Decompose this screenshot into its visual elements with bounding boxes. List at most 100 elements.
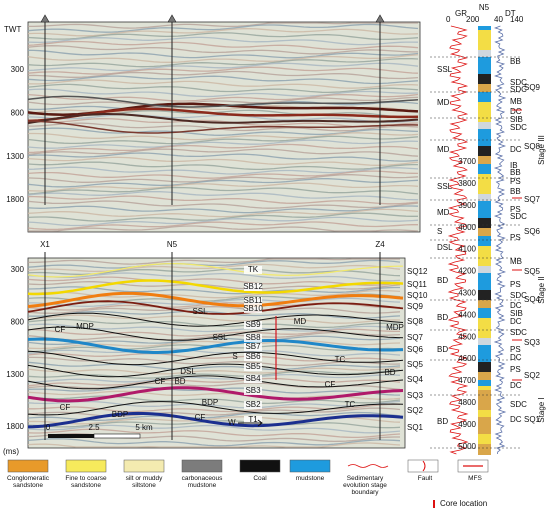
seismic-reflector <box>27 28 419 37</box>
facies-label: DC <box>510 301 522 310</box>
seismic-reflector <box>27 66 419 75</box>
lithology-block <box>478 92 491 98</box>
horizon-label-box <box>244 416 262 424</box>
legend-swatch <box>181 459 223 473</box>
y-tick-label: 800 <box>11 108 25 117</box>
seismic-reflector <box>27 62 419 72</box>
seismic-reflector <box>27 395 401 405</box>
horizon-label: SB3 <box>245 386 261 395</box>
depth-label: 4700 <box>458 376 476 385</box>
well-label: X1 <box>40 240 50 249</box>
seismic-reflector <box>27 40 419 51</box>
seismic-reflector <box>28 132 419 141</box>
lithology-block <box>478 218 491 228</box>
seismic-reflector <box>28 258 400 265</box>
lithology-block <box>478 194 491 201</box>
seismic-reflector <box>27 212 418 222</box>
lithology-block <box>478 452 491 455</box>
seismic-reflector <box>28 297 401 307</box>
facies-label: PS <box>510 205 521 214</box>
sequence-label: SQ2 <box>524 371 541 380</box>
facies-label: DC <box>510 353 522 362</box>
depth-label: 4500 <box>458 332 476 341</box>
lithology-block <box>478 422 491 434</box>
seismic-reflector <box>27 23 419 33</box>
horizon <box>27 350 404 366</box>
seismic-reflector <box>27 96 419 106</box>
sequence-label: SQ8 <box>524 142 541 151</box>
horizon-label-box <box>244 266 262 274</box>
facies-label: BDP <box>112 410 128 419</box>
facies-label: SDC <box>510 123 527 132</box>
facies-label: DC <box>510 415 522 424</box>
horizon-label: SB7 <box>245 342 261 351</box>
facies-label: SDC <box>510 85 527 94</box>
facies-label: SSL <box>192 307 208 316</box>
horizon-label-box <box>244 305 262 313</box>
horizon <box>27 326 404 341</box>
curve-scale: 140 <box>510 15 524 24</box>
depth-label: 3900 <box>458 201 476 210</box>
seismic-reflector <box>27 335 401 346</box>
sequence-label: SQ4 <box>407 375 424 384</box>
facies-label: CF <box>55 325 66 334</box>
facies-label: MD <box>437 98 450 107</box>
seismic-reflector <box>27 373 401 383</box>
facies-label: DC <box>510 317 522 326</box>
lithology-block <box>478 329 491 338</box>
well-symbol <box>375 14 385 23</box>
lithology-block <box>478 174 491 185</box>
horizon <box>27 375 404 390</box>
facies-label: DSL <box>437 243 453 252</box>
depth-label: 4300 <box>458 289 476 298</box>
lithology-block <box>478 318 491 329</box>
sequence-label: SQ10 <box>407 291 428 300</box>
facies-label: DSL <box>180 367 196 376</box>
seismic-reflector <box>27 328 400 337</box>
curve-label: GR <box>455 9 467 18</box>
lithology-block <box>478 236 491 242</box>
sequence-label: SQ5 <box>524 267 541 276</box>
strong-reflector <box>27 113 419 125</box>
horizon <box>27 337 404 354</box>
seismic-reflector <box>27 221 418 231</box>
seismic-reflector <box>27 148 419 157</box>
lithology-block <box>478 401 491 410</box>
y-tick-label: 1300 <box>6 152 24 161</box>
horizon <box>27 300 404 315</box>
y-tick-label: 1800 <box>6 422 24 431</box>
legend-swatch <box>239 459 281 473</box>
lithology-block <box>478 257 491 266</box>
seismic-reflector <box>27 352 401 362</box>
facies-label: SDC <box>510 328 527 337</box>
scale-label: 0 <box>46 423 51 432</box>
horizon-label: T1 <box>248 415 258 424</box>
lithology-block <box>478 386 491 390</box>
seismic-reflector <box>28 195 419 205</box>
seismic-reflector <box>27 70 419 80</box>
legend-swatch <box>65 459 107 473</box>
horizon-label: SB10 <box>243 304 263 313</box>
depth-label: 4200 <box>458 267 476 276</box>
seismic-reflector <box>27 170 419 179</box>
depth-label: 4800 <box>458 398 476 407</box>
lithology-block <box>478 201 491 206</box>
seismic-reflector <box>27 79 419 89</box>
facies-label: SSL <box>437 65 453 74</box>
facies-label: BD <box>437 276 448 285</box>
horizon-label-box <box>244 343 262 351</box>
sequence-label: SQ3 <box>524 338 541 347</box>
horizon-label: SB4 <box>245 374 261 383</box>
seismic-reflector <box>27 272 401 282</box>
facies-label: SSL <box>212 333 228 342</box>
seismic-reflector <box>27 289 401 299</box>
facies-label: MDP <box>76 322 94 331</box>
legend-swatch <box>7 459 49 473</box>
horizon-label: SB11 <box>244 296 264 305</box>
legend-swatch <box>289 459 331 473</box>
seismic-reflector <box>27 438 401 447</box>
depth-label: 4900 <box>458 420 476 429</box>
horizon <box>27 279 404 296</box>
lithology-block <box>478 266 491 273</box>
curve-scale: 0 <box>446 15 451 24</box>
